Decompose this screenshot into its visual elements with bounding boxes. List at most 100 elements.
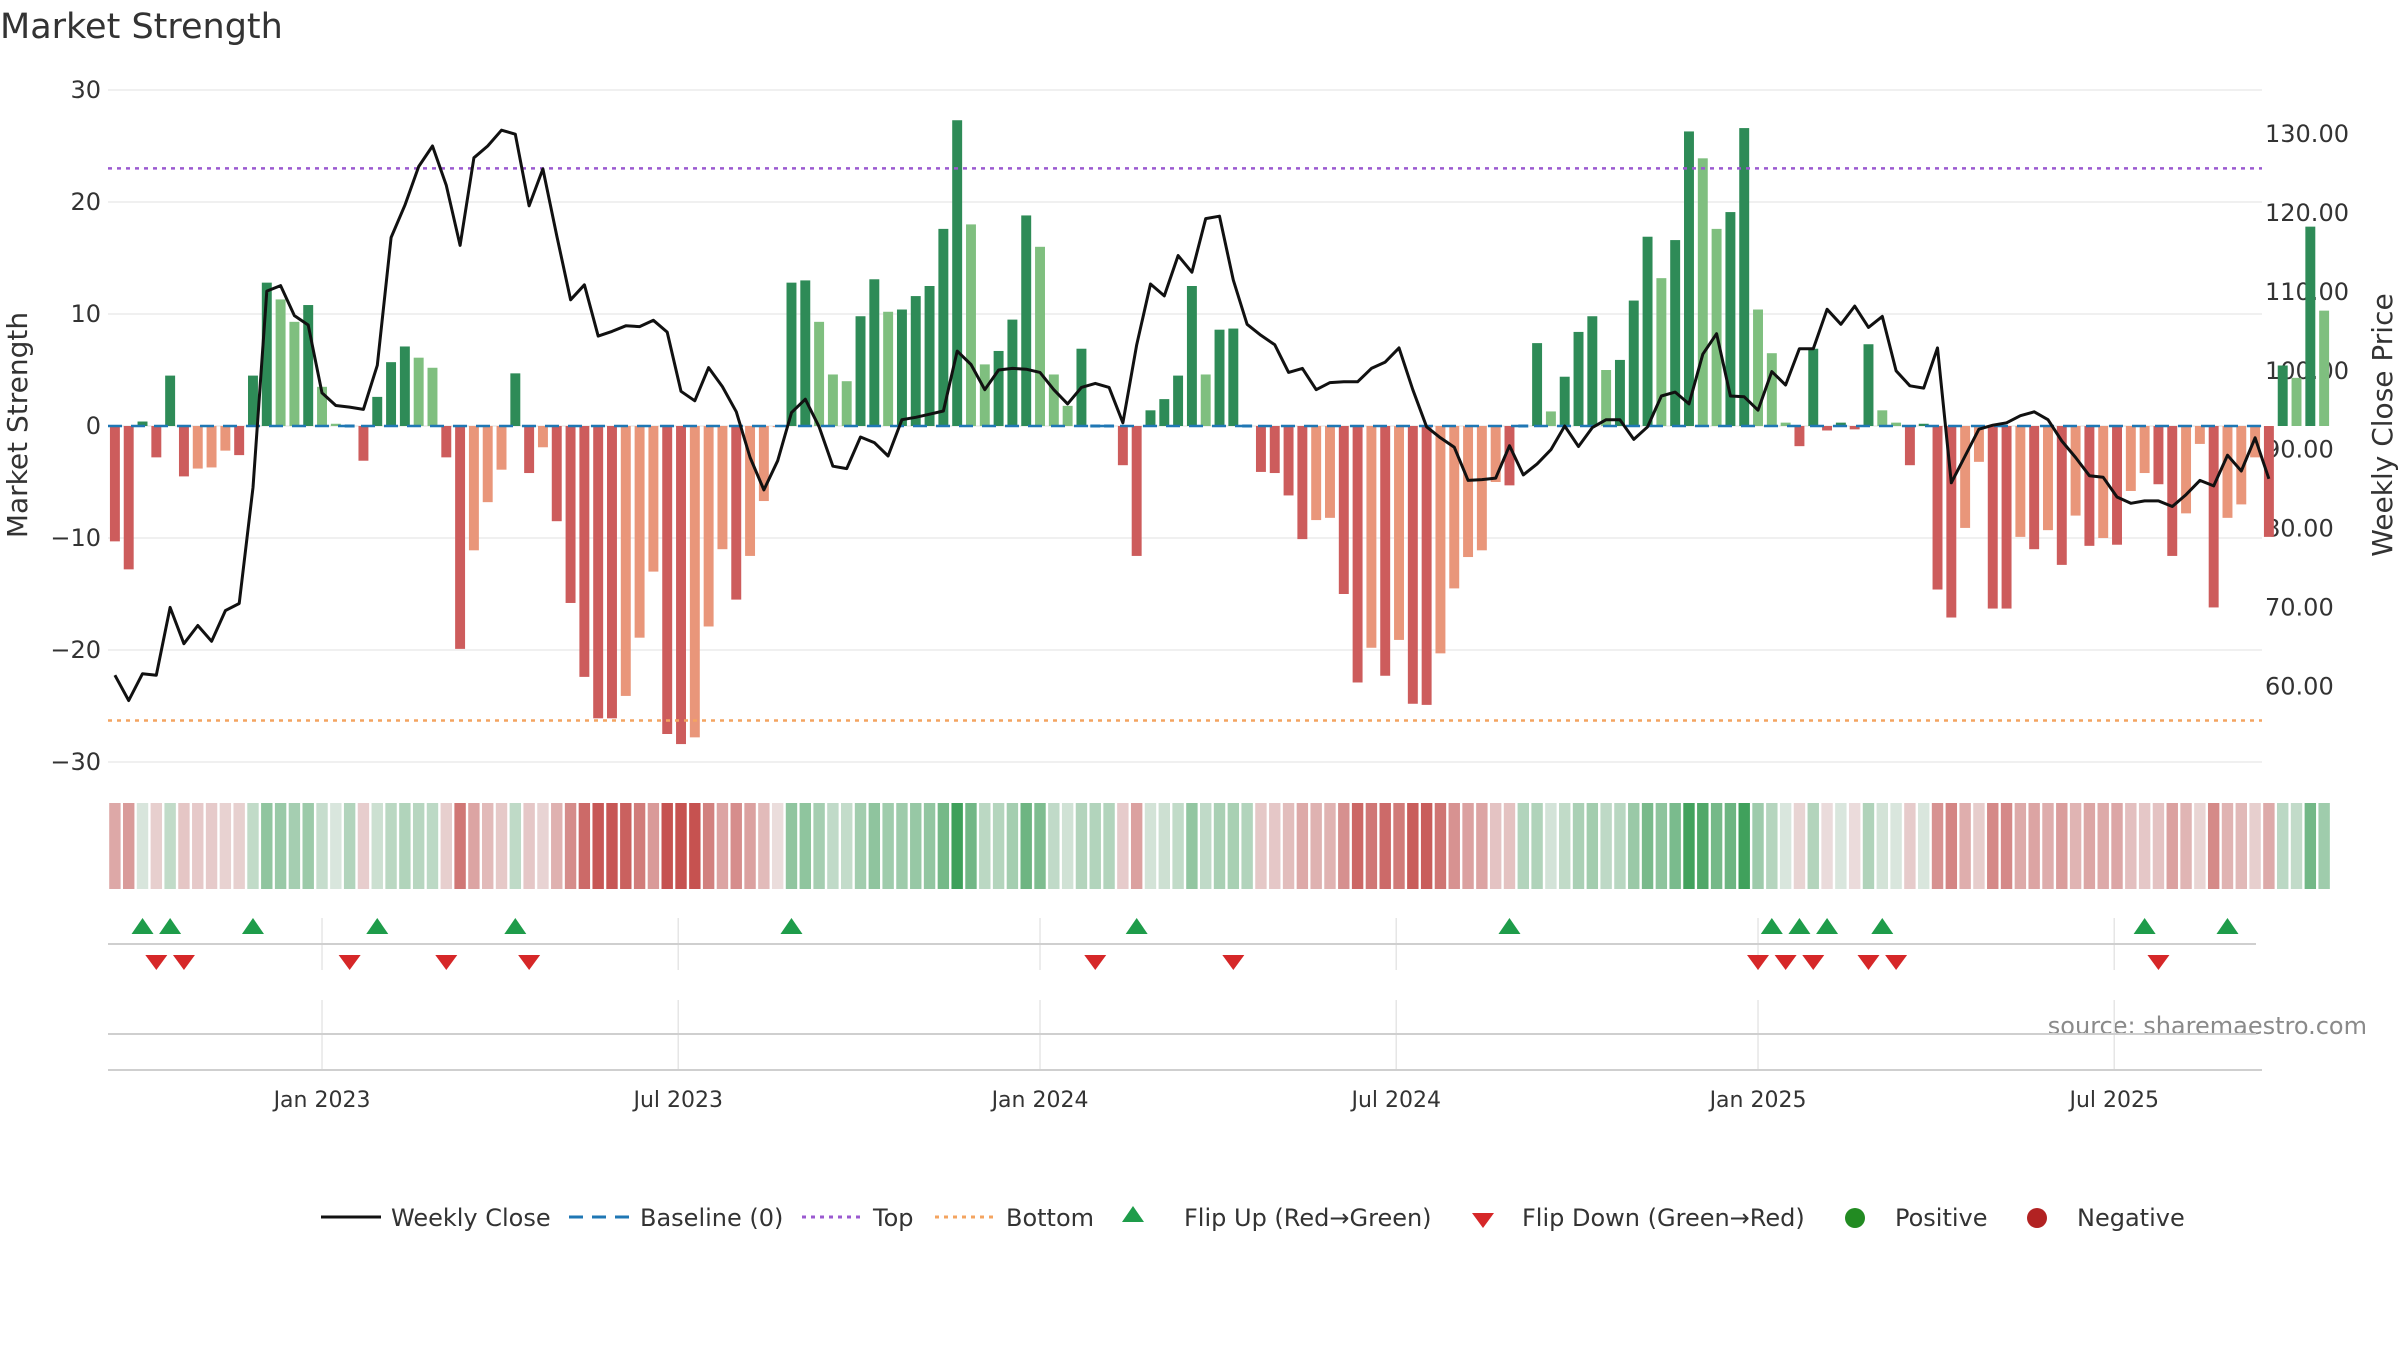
strip-cell	[647, 803, 660, 889]
x-tick-label: Jul 2023	[631, 1088, 723, 1113]
strip-cell	[744, 803, 756, 889]
strip-cell	[1890, 803, 1902, 889]
strip-cell	[1061, 803, 1074, 889]
strip-cell	[1213, 803, 1226, 889]
strip-cell	[910, 803, 922, 889]
strength-bar	[261, 282, 272, 426]
strip-cell	[1103, 803, 1115, 889]
strength-bar	[814, 321, 825, 426]
strip-cell	[1697, 803, 1709, 889]
legend-flip-down-icon	[1472, 1213, 1494, 1228]
strength-bar	[2208, 426, 2219, 608]
flip-down-marker	[1857, 955, 1880, 970]
legend-top-label: Top	[872, 1204, 914, 1232]
strip-cell	[1006, 803, 1019, 889]
strength-bar	[2263, 426, 2274, 537]
strength-bar	[2139, 426, 2150, 474]
strip-cell	[2000, 803, 2013, 889]
strength-bar	[565, 426, 576, 603]
strength-bar	[1532, 343, 1543, 426]
strength-bar	[1711, 228, 1722, 426]
strength-bar	[634, 426, 645, 638]
strength-bar	[896, 309, 907, 426]
left-tick-label: −10	[50, 524, 101, 552]
x-tick-label: Jan 2024	[990, 1088, 1089, 1113]
strength-bar	[413, 357, 424, 426]
strength-bar	[1269, 426, 1280, 474]
flip-down-marker	[1747, 955, 1770, 970]
strength-bar	[220, 426, 231, 451]
right-tick-label: 80.00	[2265, 515, 2334, 543]
strength-bar	[938, 228, 949, 426]
strength-bar	[1131, 426, 1142, 556]
strip-cell	[343, 803, 356, 889]
strength-bar	[1960, 426, 1971, 528]
strip-cell	[274, 803, 287, 889]
strip-cell	[302, 803, 314, 889]
strip-cell	[606, 803, 618, 889]
strength-bar	[1476, 426, 1487, 551]
strength-bar	[1725, 212, 1736, 426]
strength-bar	[1366, 426, 1377, 648]
strip-cell	[2111, 803, 2123, 889]
strength-bar	[1614, 359, 1625, 426]
strength-bar	[2084, 426, 2095, 546]
weekly-close-line	[113, 128, 2271, 702]
strength-bar	[952, 120, 963, 427]
strength-bar	[2236, 426, 2247, 505]
strength-bar	[1904, 426, 1915, 466]
strip-cell	[1351, 803, 1364, 889]
flip-down-marker	[1802, 955, 1825, 970]
strip-cell	[1338, 803, 1350, 889]
strength-bar	[2305, 226, 2316, 426]
legend-negative-label: Negative	[2077, 1204, 2185, 1232]
strip-cell	[1724, 803, 1737, 889]
right-tick-label: 60.00	[2265, 672, 2334, 700]
strip-cell	[1752, 803, 1764, 889]
strip-cell	[371, 803, 383, 889]
strength-bar	[1463, 426, 1474, 558]
strip-cell	[689, 803, 701, 889]
legend-flip-down-label: Flip Down (Green→Red)	[1522, 1204, 1805, 1232]
strength-bar	[1697, 158, 1708, 426]
strength-bar	[317, 386, 327, 426]
strip-cell	[937, 803, 950, 889]
strength-bar	[1421, 426, 1432, 705]
strip-cell	[2277, 803, 2289, 889]
strip-cell	[841, 803, 853, 889]
flip-up-marker	[1760, 918, 1783, 934]
strip-cell	[2152, 803, 2165, 889]
strength-bar	[607, 426, 617, 719]
strip-cell	[702, 803, 715, 889]
right-axis-ticks: 130.00120.00110.00100.0090.0080.0070.006…	[2265, 120, 2349, 700]
strip-cell	[468, 803, 480, 889]
strip-cell	[813, 803, 825, 889]
strip-cell	[2097, 803, 2109, 889]
strip-cell	[730, 803, 742, 889]
strength-bar	[1753, 309, 1763, 426]
flip-down-marker	[338, 955, 361, 970]
strength-bar	[1628, 300, 1639, 426]
strip-cell	[509, 803, 522, 889]
strength-bar	[1214, 329, 1225, 426]
strip-cell	[854, 803, 867, 889]
strength-bar	[427, 367, 438, 426]
strength-bar	[1973, 426, 1984, 462]
strip-cell	[247, 803, 259, 889]
strength-bar	[1145, 410, 1156, 426]
strip-cell	[2138, 803, 2151, 889]
strip-cell	[1904, 803, 1916, 889]
strip-cell	[1200, 803, 1212, 889]
strength-bar	[2181, 426, 2192, 514]
flip-down-marker	[1222, 955, 1245, 970]
price-line-group	[113, 128, 2271, 702]
strength-bar	[2194, 426, 2205, 444]
left-tick-label: 20	[70, 188, 101, 216]
flip-up-marker	[1871, 918, 1894, 934]
strip-cell	[2083, 803, 2096, 889]
strip-cell	[1144, 803, 1157, 889]
strength-bar	[1601, 370, 1612, 426]
strip-cell	[1117, 803, 1129, 889]
strip-cell	[412, 803, 425, 889]
legend-baseline-label: Baseline (0)	[640, 1204, 783, 1232]
